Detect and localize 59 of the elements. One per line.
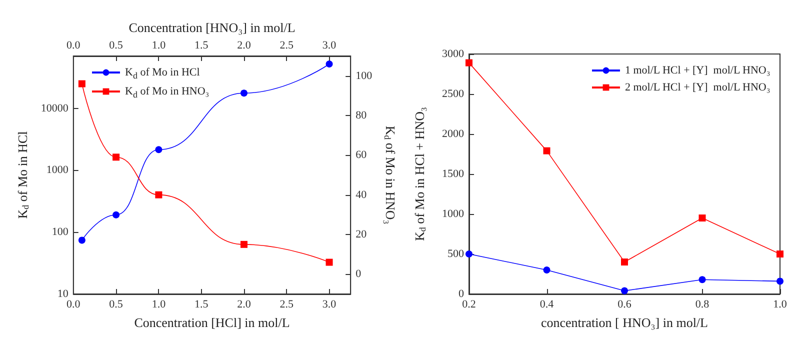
- point: [78, 236, 86, 244]
- x2-tick-label: 1.0: [152, 40, 166, 52]
- point: [621, 287, 628, 294]
- y-axis-title: Kd of Mo in HCl + HNO₃: [412, 106, 428, 242]
- point: [776, 250, 784, 258]
- y-tick-label: 10000: [40, 102, 69, 114]
- y2-tick-label: 80: [356, 110, 368, 122]
- x2-tick-label: 2.5: [280, 40, 294, 52]
- point: [466, 59, 472, 66]
- y-tick-label: 10: [57, 288, 69, 300]
- y-axis-title: Kd of Mo in HCl: [15, 130, 30, 219]
- y-tick-label: 1000: [442, 208, 464, 220]
- x2-tick-label: 2.0: [237, 40, 252, 52]
- y-tick-label: 3000: [442, 48, 464, 60]
- y2-axis-title: Kd of Mo in HNO₃: [382, 126, 398, 224]
- point: [326, 60, 333, 68]
- y-tick-label: 1000: [46, 164, 69, 176]
- x-tick-label: 1.5: [194, 298, 209, 310]
- x-tick-label: 3.0: [322, 298, 337, 310]
- x-tick-label: 0.0: [66, 298, 81, 310]
- point: [240, 90, 248, 97]
- point: [543, 147, 550, 154]
- x-tick-label: 0.2: [462, 298, 476, 310]
- point: [776, 278, 784, 285]
- y2-tick-label: 20: [356, 228, 368, 240]
- y-tick-label: 100: [52, 226, 69, 238]
- y-tick-label: 1500: [442, 168, 464, 180]
- x2-tick-label: 1.5: [194, 40, 209, 52]
- y-tick-label: 2500: [442, 88, 464, 100]
- x-tick-label: 0.4: [540, 298, 554, 310]
- x-tick-label: 1.0: [773, 298, 788, 310]
- point: [621, 258, 628, 266]
- x-tick-label: 2.5: [280, 298, 294, 310]
- point: [698, 214, 706, 222]
- x2-axis-title: Concentration [HNO₃] in mol/L: [128, 20, 296, 35]
- y2-tick-label: 60: [356, 149, 368, 162]
- y2-tick-label: 0: [356, 268, 362, 280]
- x2-tick-label: 0.0: [66, 40, 81, 52]
- x-axis-title: Concentration [HCl] in mol/L: [134, 315, 290, 330]
- y-tick-label: 2000: [442, 128, 464, 140]
- x2-tick-label: 3.0: [322, 40, 337, 52]
- x-tick-label: 1.0: [152, 298, 166, 310]
- y-tick-label: 500: [448, 248, 464, 260]
- x-tick-label: 2.0: [237, 298, 252, 310]
- point: [112, 211, 120, 218]
- x-tick-label: 0.8: [695, 298, 710, 310]
- x-axis-title: concentration [ HNO₃] in mol/L: [541, 315, 708, 330]
- legend-label: 1 mol/L HCl + [Y] mol/L HNO₃: [625, 64, 770, 76]
- point: [543, 266, 550, 274]
- x2-tick-label: 0.5: [109, 40, 124, 52]
- x-tick-label: 0.5: [109, 298, 124, 310]
- x-tick-label: 0.6: [618, 298, 632, 310]
- y-tick-label: 0: [458, 288, 464, 300]
- point: [698, 276, 706, 284]
- point: [466, 250, 472, 258]
- point: [155, 146, 162, 154]
- y2-tick-label: 100: [356, 70, 373, 82]
- legend-label: 2 mol/L HCl + [Y] mol/L HNO₃: [625, 82, 770, 94]
- y2-tick-label: 40: [356, 188, 368, 201]
